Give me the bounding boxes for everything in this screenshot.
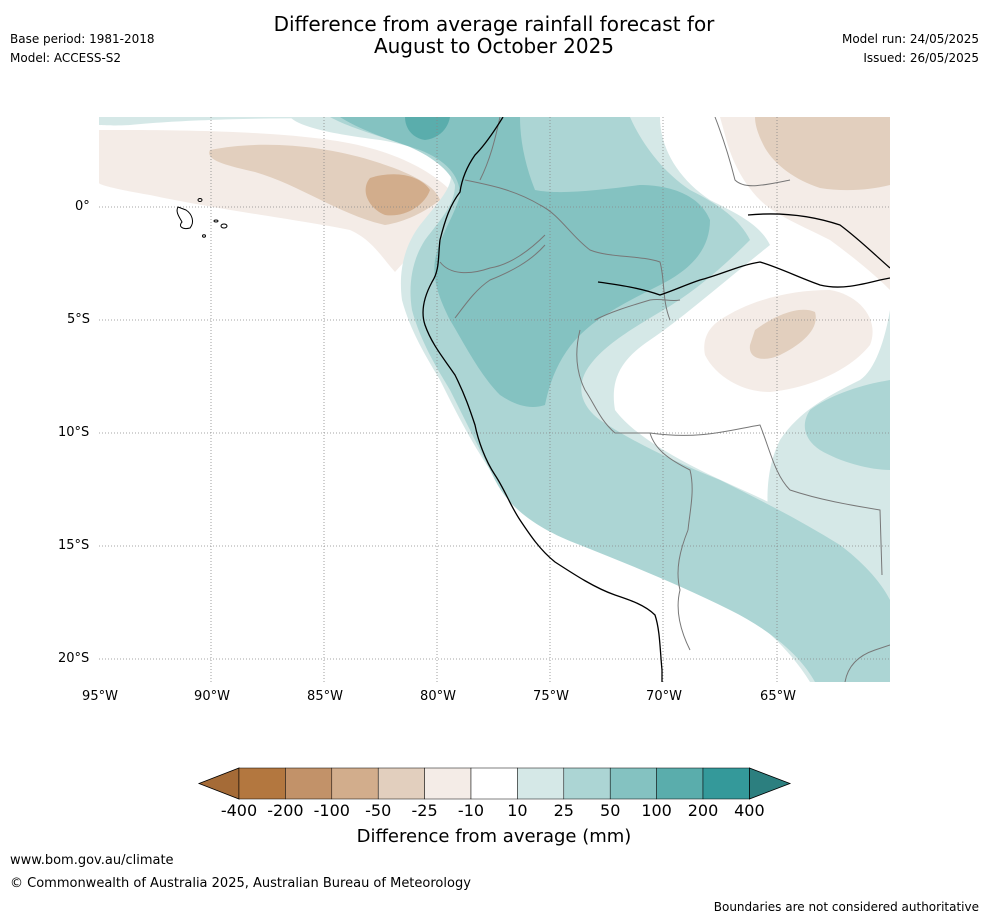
disclaimer-text: Boundaries are not considered authoritat… (713, 900, 979, 914)
contour-negative-25-east (749, 309, 816, 359)
colorbar-extend-high (749, 767, 792, 800)
model-text: Model: ACCESS-S2 (10, 51, 122, 65)
colorbar-label-6: 10 (507, 801, 528, 820)
galapagos-islands (176, 198, 228, 238)
colorbar-swatch-2 (285, 767, 333, 800)
lon-label-95w: 95°W (82, 689, 118, 704)
lon-label-75w: 75°W (533, 689, 569, 704)
colorbar-label-1: -200 (267, 801, 304, 820)
colorbar-swatch-1 (238, 767, 286, 800)
contour-25-east (804, 380, 890, 470)
coastline (422, 117, 890, 682)
copyright-text: © Commonwealth of Australia 2025, Austra… (10, 876, 471, 891)
gridlines (99, 117, 890, 682)
title-line-1: Difference from average rainfall forecas… (273, 12, 715, 36)
colorbar-label-5: -10 (457, 801, 485, 820)
colorbar-label-9: 100 (641, 801, 672, 820)
title-line-2: August to October 2025 (373, 34, 615, 58)
colorbar-label-11: 400 (734, 801, 765, 820)
contour-10-north (99, 117, 500, 130)
colorbar-label-0: -400 (220, 801, 258, 820)
colorbar-swatch-4 (377, 767, 425, 800)
map-title: Difference from average rainfall forecas… (0, 13, 988, 57)
base-period-text: Base period: 1981-2018 (10, 32, 155, 46)
lon-label-85w: 85°W (307, 689, 343, 704)
colorbar-label-7: 25 (553, 801, 574, 820)
lat-label-0: 0° (75, 199, 90, 214)
lon-label-70w: 70°W (646, 689, 682, 704)
colorbar-extend-low (197, 767, 240, 800)
colorbar-swatch-6 (470, 767, 518, 800)
colorbar-swatch-5 (424, 767, 472, 800)
colorbar-swatch-9 (609, 767, 657, 800)
lat-label-15s: 15°S (58, 538, 90, 553)
lon-label-90w: 90°W (194, 689, 230, 704)
contour-layer (99, 117, 890, 682)
lon-label-80w: 80°W (420, 689, 456, 704)
colorbar-label-3: -50 (365, 801, 392, 820)
colorbar-swatch-11 (702, 767, 750, 800)
colorbar-label-10: 200 (687, 801, 719, 820)
contour-100-top (405, 117, 450, 140)
colorbar-swatch-3 (331, 767, 379, 800)
colorbar-title: Difference from average (mm) (356, 826, 632, 847)
issued-text: Issued: 26/05/2025 (863, 51, 979, 65)
lat-label-5s: 5°S (67, 312, 91, 327)
contour-negative-25-northeast (755, 117, 890, 191)
colorbar-label-4: -25 (411, 801, 438, 820)
colorbar-label-8: 50 (600, 801, 621, 820)
model-run-text: Model run: 24/05/2025 (841, 32, 979, 46)
country-borders (439, 117, 890, 682)
contour-negative-50-west (365, 174, 430, 216)
lat-label-20s: 20°S (58, 651, 90, 666)
lat-label-10s: 10°S (58, 425, 90, 440)
colorbar-swatch-7 (517, 767, 565, 800)
colorbar-swatch-8 (563, 767, 611, 800)
colorbar-label-2: -100 (313, 801, 350, 820)
website-url: www.bom.gov.au/climate (10, 853, 174, 868)
lon-label-65w: 65°W (760, 689, 796, 704)
colorbar-swatch-10 (656, 767, 704, 800)
